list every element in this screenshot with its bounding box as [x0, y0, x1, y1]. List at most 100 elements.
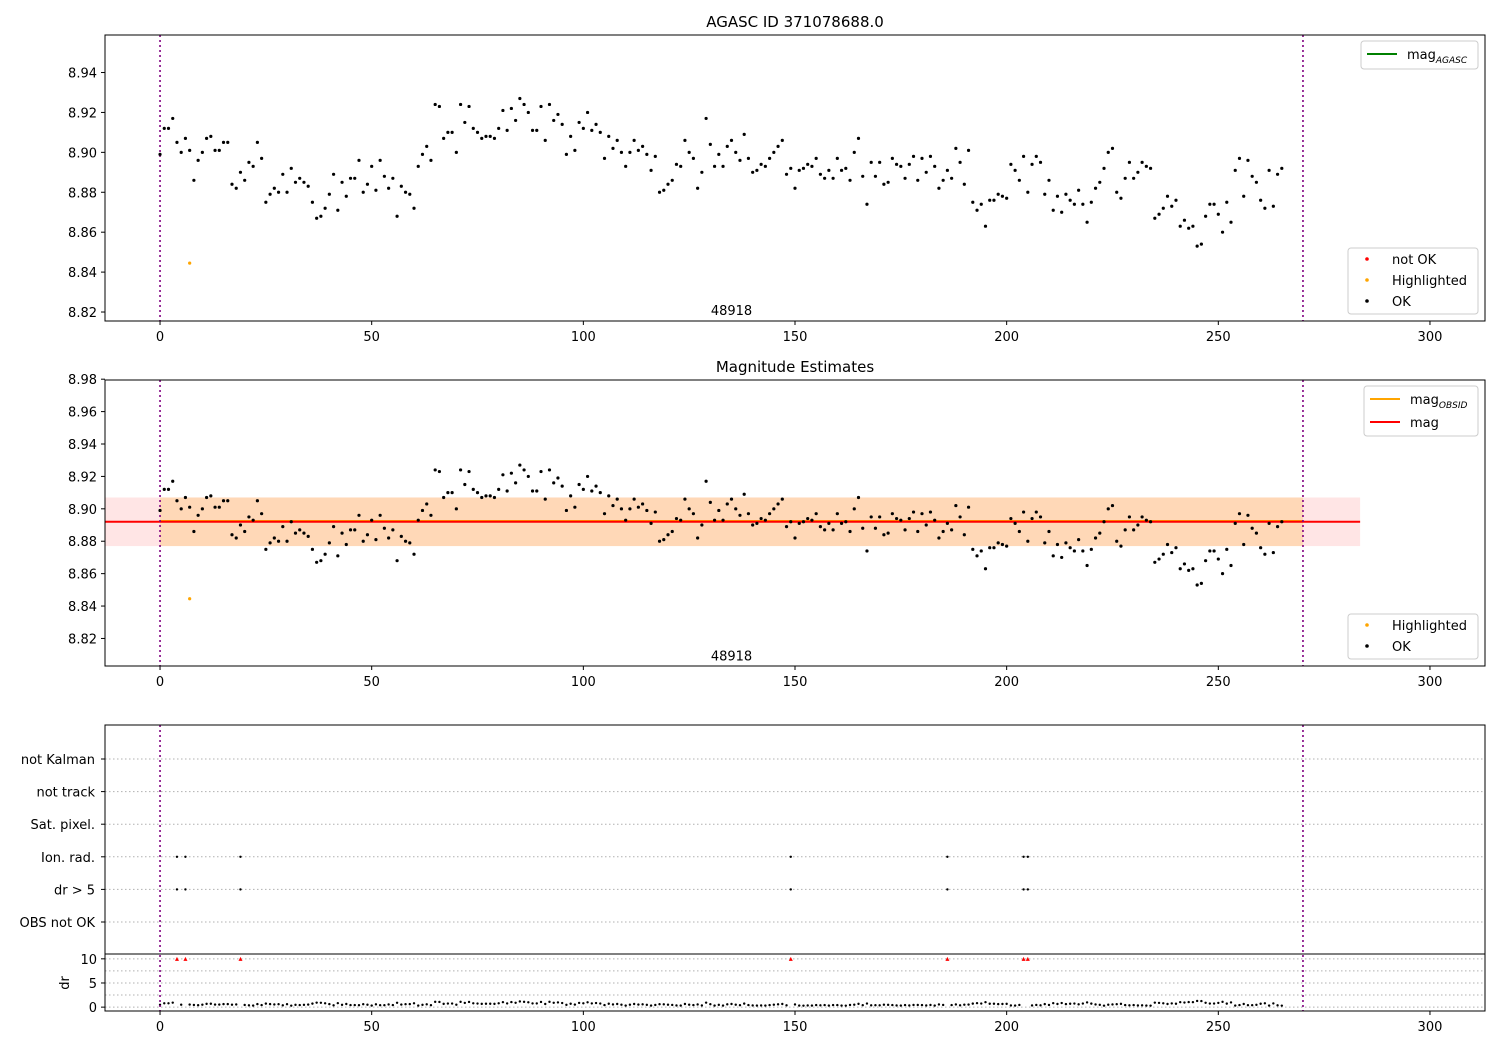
ok-point	[1157, 212, 1161, 216]
ok-point	[179, 150, 183, 154]
ok-point	[484, 134, 488, 138]
ok-point	[1034, 510, 1038, 514]
dr-point	[1119, 1002, 1123, 1006]
ok-point	[585, 474, 590, 479]
ok-point	[217, 505, 221, 509]
dr-point	[844, 1004, 847, 1007]
dr-point	[281, 1004, 284, 1007]
ok-point	[344, 542, 348, 547]
ok-point	[556, 476, 560, 480]
ok-point	[331, 525, 336, 529]
x-tick-label: 0	[156, 675, 164, 690]
ok-point	[1157, 557, 1161, 561]
ok-point	[395, 559, 399, 563]
ok-point	[336, 208, 340, 212]
dr-clipped-marker	[238, 956, 243, 961]
dr-point	[624, 1004, 627, 1007]
dr-point	[1149, 1004, 1152, 1007]
dr-point	[1132, 1003, 1135, 1007]
panel2-annotation: 48918	[711, 649, 752, 664]
x-tick-label: 0	[156, 1020, 164, 1035]
ok-point	[653, 154, 657, 158]
flag-point	[175, 888, 179, 891]
ok-point	[878, 515, 882, 519]
ok-point	[539, 104, 543, 109]
ok-point	[1047, 529, 1051, 534]
ok-point	[412, 552, 416, 556]
ok-point	[1068, 198, 1072, 202]
ok-point	[657, 539, 662, 543]
ok-point	[429, 158, 433, 162]
dr-point	[1153, 1001, 1157, 1004]
dr-point	[878, 1004, 881, 1007]
dr-point	[726, 1003, 729, 1006]
ok-point	[365, 182, 370, 186]
dr-point	[582, 1002, 585, 1005]
y-tick-label: 8.90	[68, 503, 97, 518]
dr-point	[323, 1002, 327, 1005]
ok-point	[581, 487, 585, 491]
dr-point	[226, 1002, 229, 1006]
ok-point	[1026, 190, 1030, 194]
dr-point	[1090, 1002, 1093, 1005]
ok-point	[264, 200, 268, 204]
ok-point	[755, 521, 759, 526]
dr-point	[218, 1003, 221, 1006]
y-tick-label: 8.82	[68, 306, 97, 321]
dr-point	[996, 1002, 1000, 1006]
ok-point	[1017, 529, 1021, 534]
ok-point	[776, 502, 780, 506]
ok-point	[768, 512, 772, 516]
dr-point	[273, 1003, 276, 1006]
dr-point	[395, 1001, 399, 1004]
ok-point	[463, 482, 467, 487]
ok-point	[950, 528, 954, 532]
dr-point	[1073, 1002, 1076, 1005]
ok-point	[471, 126, 475, 131]
ok-point	[1153, 560, 1157, 564]
ok-point	[1208, 202, 1212, 206]
ok-point	[903, 528, 907, 532]
ok-point	[370, 518, 374, 522]
ok-point	[899, 518, 903, 522]
ok-point	[488, 134, 492, 138]
ok-point	[310, 200, 315, 204]
ok-point	[1106, 150, 1110, 154]
ok-point	[166, 487, 171, 491]
dr-point	[1280, 1004, 1284, 1007]
dr-point	[738, 1004, 742, 1007]
dr-point	[1263, 1002, 1267, 1005]
dr-point	[544, 1002, 547, 1006]
ok-point	[344, 194, 348, 198]
dr-point	[1145, 1004, 1148, 1007]
dr-point	[497, 1002, 500, 1005]
ok-point	[1259, 546, 1263, 550]
x-tick-label: 50	[363, 675, 380, 690]
dr-point	[899, 1004, 903, 1007]
dr-point	[1195, 999, 1199, 1003]
ok-point	[641, 144, 645, 148]
ok-point	[1077, 538, 1081, 542]
ok-point	[323, 206, 327, 210]
dr-point	[522, 1000, 526, 1004]
ok-point	[937, 186, 941, 190]
ok-point	[928, 154, 933, 158]
ok-point	[928, 510, 933, 514]
ok-point	[784, 525, 789, 529]
dr-point	[641, 1003, 644, 1006]
ok-point	[514, 118, 518, 123]
ok-point	[234, 186, 238, 190]
ok-point	[1119, 544, 1123, 548]
ok-point	[793, 186, 797, 190]
ok-point	[1064, 541, 1068, 545]
x-tick-label: 50	[363, 330, 380, 345]
dr-point	[637, 1003, 640, 1006]
ok-point	[979, 202, 983, 206]
dr-point	[256, 1002, 259, 1006]
ok-point	[1165, 194, 1170, 198]
dr-point	[535, 1002, 538, 1005]
ok-point	[1132, 528, 1136, 532]
ok-point	[298, 528, 302, 532]
y-tick-label: 8.86	[68, 226, 97, 241]
ok-point	[1199, 242, 1203, 246]
